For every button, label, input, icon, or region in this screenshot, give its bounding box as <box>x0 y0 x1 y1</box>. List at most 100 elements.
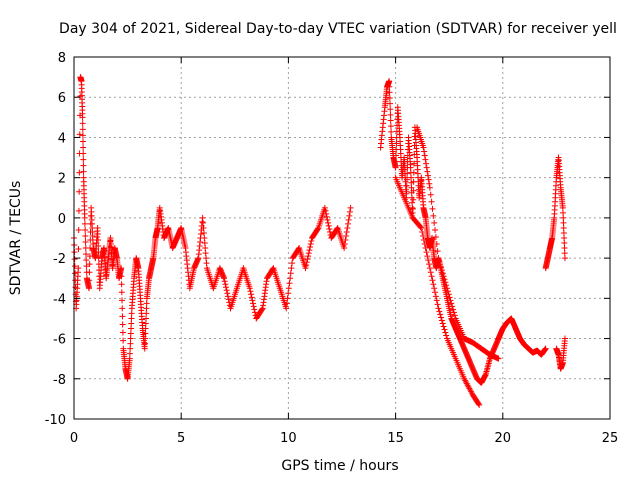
data-point <box>303 262 310 269</box>
data-point <box>446 294 453 301</box>
data-point <box>560 224 567 231</box>
data-point <box>302 265 309 272</box>
data-point <box>421 148 428 155</box>
y-tick-label: -2 <box>53 252 66 267</box>
data-point <box>561 235 568 241</box>
data-point <box>79 132 86 139</box>
data-point <box>346 212 353 219</box>
data-point <box>248 294 255 301</box>
y-tick-label: 0 <box>58 212 66 227</box>
data-point <box>450 306 457 313</box>
data-point <box>80 168 87 175</box>
data-point <box>284 295 291 302</box>
data-point <box>343 232 350 239</box>
data-point <box>200 219 207 226</box>
data-point <box>345 220 352 227</box>
data-point <box>203 255 210 262</box>
data-point <box>76 169 83 176</box>
data-point <box>94 224 101 231</box>
data-point <box>386 95 393 102</box>
data-point <box>283 300 290 307</box>
data-point <box>432 233 439 240</box>
data-point <box>119 305 126 312</box>
data-point <box>323 210 330 217</box>
data-point <box>79 114 86 121</box>
data-point <box>127 340 134 347</box>
data-point <box>72 270 79 277</box>
data-point <box>82 239 89 246</box>
data-point <box>304 256 311 263</box>
data-point <box>224 293 231 300</box>
x-tick-labels: 0 5 10 15 20 25 <box>70 431 618 446</box>
data-point <box>118 265 125 272</box>
data-point <box>75 207 82 214</box>
data-point <box>259 306 266 313</box>
data-point <box>428 198 435 205</box>
data-point <box>79 120 86 127</box>
data-point <box>429 277 436 284</box>
data-point <box>426 184 433 191</box>
data-point <box>344 224 351 231</box>
data-point <box>119 297 126 304</box>
data-point <box>423 160 430 167</box>
data-point <box>128 320 135 327</box>
data-point <box>439 270 446 277</box>
data-point <box>434 301 441 308</box>
data-point <box>436 258 443 265</box>
data-point <box>420 232 427 239</box>
data-point <box>404 170 411 177</box>
data-point <box>326 225 333 232</box>
data-point <box>440 323 447 330</box>
data-point <box>201 240 208 247</box>
data-point <box>424 168 431 175</box>
y-tick-label: 4 <box>58 131 66 146</box>
data-point <box>95 243 102 250</box>
x-tick-label: 0 <box>70 431 78 446</box>
data-point <box>306 247 313 254</box>
data-point <box>421 152 428 159</box>
data-point <box>560 214 567 221</box>
data-point <box>86 253 93 260</box>
data-point <box>476 401 483 408</box>
data-point <box>441 326 448 333</box>
y-tick-label: -8 <box>53 373 66 388</box>
data-point <box>438 317 445 324</box>
data-point <box>542 345 549 352</box>
data-point <box>427 269 434 276</box>
data-point <box>561 255 568 262</box>
data-point <box>141 345 148 352</box>
data-point <box>323 213 330 220</box>
data-point <box>420 144 427 151</box>
data-point <box>250 300 257 307</box>
data-point <box>86 285 93 292</box>
data-point <box>559 204 566 211</box>
data-point <box>428 273 435 280</box>
data-point <box>307 244 314 251</box>
data-point <box>287 270 294 277</box>
data-point <box>83 257 90 264</box>
data-point <box>346 208 353 215</box>
data-point <box>386 89 393 96</box>
y-tick-label: 6 <box>58 91 66 106</box>
x-tick-label: 15 <box>387 431 404 446</box>
data-point <box>420 237 427 244</box>
data-point <box>447 297 454 304</box>
data-point <box>119 313 126 320</box>
data-point <box>429 205 436 212</box>
data-point <box>424 253 431 260</box>
data-point <box>314 225 321 232</box>
data-point <box>143 310 150 317</box>
data-point <box>432 289 439 296</box>
data-point <box>426 261 433 268</box>
data-point <box>203 260 210 267</box>
data-point <box>341 245 348 252</box>
data-point <box>325 219 332 226</box>
data-point <box>425 257 432 264</box>
data-point <box>76 188 83 195</box>
data-point <box>128 325 135 332</box>
data-point <box>81 214 88 221</box>
data-point <box>387 111 394 118</box>
data-point <box>451 312 458 319</box>
data-point <box>221 275 228 282</box>
data-point <box>119 329 126 336</box>
